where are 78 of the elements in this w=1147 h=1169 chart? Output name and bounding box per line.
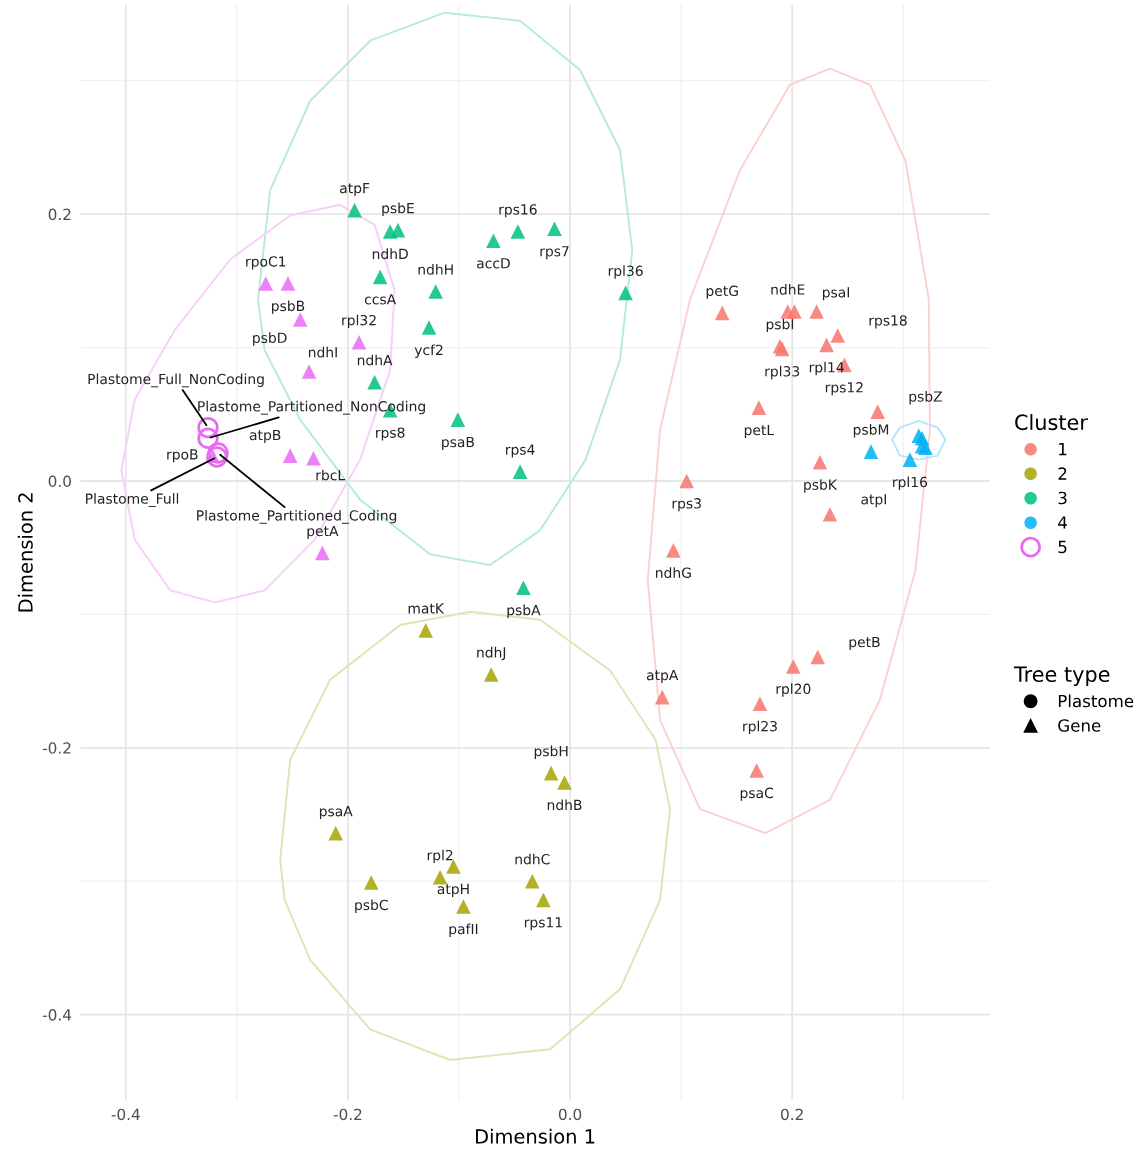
data-label: Plastome_Partitioned_Coding bbox=[197, 509, 397, 524]
data-label: matK bbox=[408, 603, 445, 614]
data-label: rps3 bbox=[672, 498, 701, 512]
data-label: Plastome_Full_NonCoding bbox=[88, 373, 264, 388]
data-label: petL bbox=[744, 424, 775, 438]
data-label: rpl23 bbox=[743, 720, 777, 735]
x-tick-label: 0.0 bbox=[558, 1108, 582, 1121]
legend-label: 4 bbox=[1058, 516, 1067, 529]
data-label: psbE bbox=[382, 202, 414, 217]
y-tick-label: -0.4 bbox=[42, 1009, 72, 1021]
data-label: atpA bbox=[646, 669, 679, 683]
data-label: Plastome_Full bbox=[86, 493, 179, 507]
data-label: ndhJ bbox=[477, 646, 506, 661]
data-label: psaB bbox=[442, 436, 474, 450]
data-label: rpl14 bbox=[809, 361, 844, 376]
data-label: rpl33 bbox=[765, 365, 800, 380]
data-label: rpl16 bbox=[893, 476, 928, 490]
data-label: ccsA bbox=[364, 294, 397, 305]
x-tick-label: -0.4 bbox=[111, 1108, 140, 1121]
data-label: atpF bbox=[340, 183, 370, 197]
legend-label: 3 bbox=[1058, 491, 1067, 505]
data-label: psaA bbox=[319, 806, 353, 820]
data-label: rps4 bbox=[506, 444, 535, 458]
data-label: petG bbox=[706, 285, 738, 299]
data-label: rbcL bbox=[316, 469, 346, 481]
data-label: ndhB bbox=[547, 799, 582, 811]
legend-label: Plastome bbox=[1058, 694, 1134, 708]
data-label: rps11 bbox=[524, 917, 562, 931]
data-label: psbM bbox=[853, 424, 889, 438]
data-label: ndhA bbox=[357, 354, 393, 366]
data-label: rpoB bbox=[167, 449, 198, 463]
data-label: psbK bbox=[804, 479, 838, 493]
data-label: psbA bbox=[507, 604, 541, 619]
y-axis-title: Dimension 2 bbox=[17, 493, 33, 612]
data-label: rpl32 bbox=[342, 314, 376, 329]
data-label: rps12 bbox=[825, 382, 863, 396]
legend-label: Gene bbox=[1058, 719, 1101, 732]
data-label: psbZ bbox=[909, 390, 943, 405]
x-tick-label: -0.2 bbox=[333, 1108, 362, 1121]
x-axis-title: Dimension 1 bbox=[476, 1128, 595, 1144]
data-label: ndhH bbox=[418, 263, 453, 275]
data-label: ycf2 bbox=[414, 344, 443, 358]
legend-label: 5 bbox=[1058, 540, 1067, 554]
text: Cluster bbox=[1015, 414, 1088, 431]
data-label: atpI bbox=[861, 494, 886, 508]
data-label: ndhG bbox=[656, 567, 691, 578]
legend-label: 1 bbox=[1059, 443, 1067, 456]
data-label: ndhE bbox=[771, 283, 805, 295]
data-label: psaC bbox=[740, 787, 774, 801]
data-label: rps18 bbox=[869, 315, 907, 329]
data-label: psbI bbox=[766, 318, 794, 333]
data-label: rpl2 bbox=[427, 849, 453, 864]
data-label: rps7 bbox=[540, 246, 569, 260]
x-tick-label: 0.2 bbox=[781, 1108, 803, 1121]
y-tick-label: 0.0 bbox=[48, 475, 71, 487]
data-label: rps8 bbox=[376, 427, 405, 441]
data-label: ndhI bbox=[308, 346, 337, 358]
data-label: psbC bbox=[355, 899, 388, 913]
data-label: ndhC bbox=[515, 853, 550, 865]
data-label: rps16 bbox=[499, 204, 537, 218]
data-label: ndhD bbox=[372, 248, 408, 260]
data-label: atpH bbox=[437, 883, 469, 897]
data-label: rpl36 bbox=[608, 265, 643, 279]
data-label: accD bbox=[477, 258, 510, 269]
data-label: pafII bbox=[449, 923, 478, 937]
data-label: atpB bbox=[249, 429, 281, 443]
data-label: psbH bbox=[534, 745, 568, 760]
text: Tree type bbox=[1013, 666, 1110, 687]
legend-label: 2 bbox=[1058, 467, 1067, 480]
y-tick-label: 0.2 bbox=[48, 208, 71, 221]
data-label: rpl20 bbox=[776, 683, 811, 697]
data-label: petB bbox=[849, 636, 880, 650]
data-label: petA bbox=[307, 525, 339, 539]
data-label: psbB bbox=[272, 300, 305, 314]
data-label: psaI bbox=[822, 287, 850, 301]
data-label: psbD bbox=[253, 332, 287, 346]
data-label: rpoC1 bbox=[246, 256, 286, 270]
y-tick-label: -0.2 bbox=[42, 742, 71, 754]
